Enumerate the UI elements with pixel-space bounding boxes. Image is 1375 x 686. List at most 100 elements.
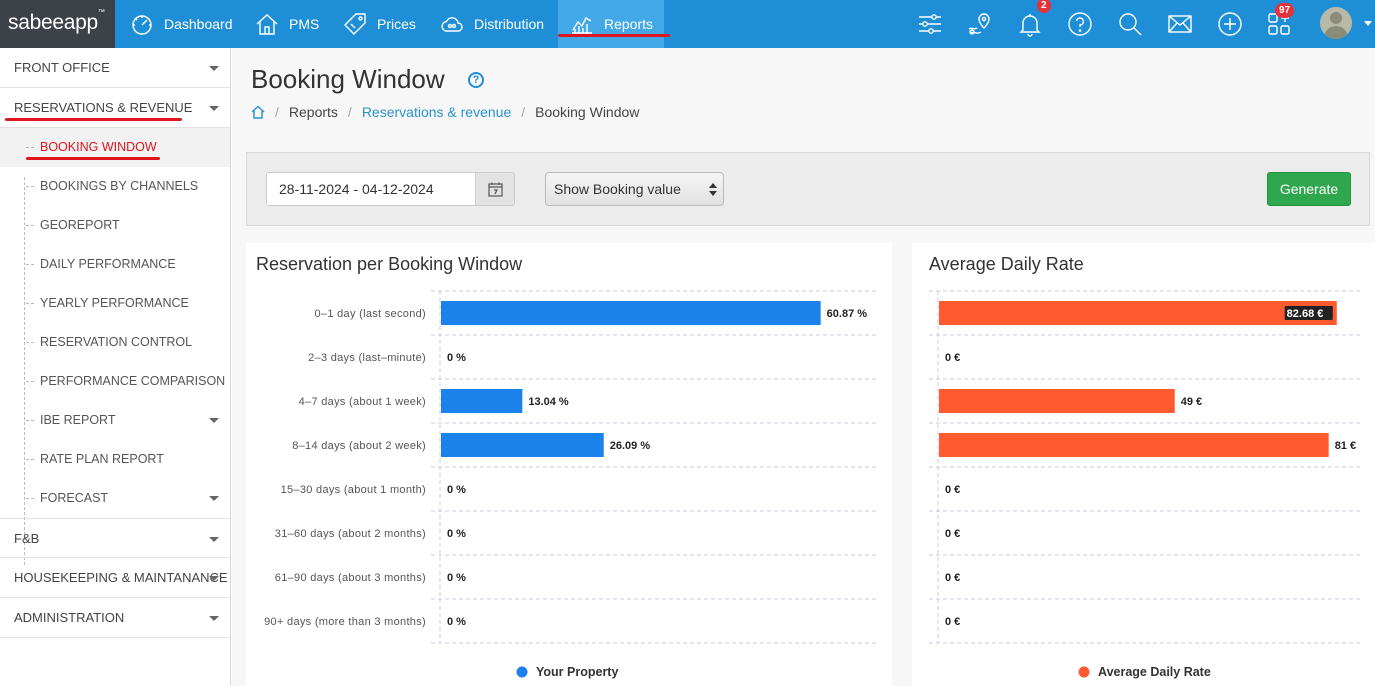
tree-branch [26, 381, 34, 382]
sidebar-item-booking-window[interactable]: BOOKING WINDOW [0, 128, 230, 167]
sidebar-section-administration[interactable]: ADMINISTRATION [0, 598, 230, 638]
reservations-red-underline [5, 118, 182, 121]
chart-title: Reservation per Booking Window [256, 254, 523, 274]
value-label: 0 % [447, 352, 466, 364]
chart-title: Average Daily Rate [929, 254, 1084, 274]
booking-value-select[interactable]: Show Booking value [545, 172, 724, 206]
sidebar-item-forecast[interactable]: FORECAST [0, 479, 230, 518]
apps-add-icon [1268, 13, 1290, 35]
main-content: Booking Window ? / Reports / Reservation… [232, 48, 1375, 686]
sidebar-item-yearly-performance[interactable]: YEARLY PERFORMANCE [0, 284, 230, 323]
nav-pms[interactable]: PMS [255, 0, 319, 48]
breadcrumb-reservations-revenue[interactable]: Reservations & revenue [361, 104, 512, 120]
sidebar-item-bookings-by-channels[interactable]: BOOKINGS BY CHANNELS [0, 167, 230, 206]
tree-branch [26, 225, 34, 226]
messages-button[interactable] [1167, 11, 1193, 37]
legend-label[interactable]: Average Daily Rate [1098, 665, 1211, 679]
value-label: 26.09 % [610, 440, 651, 452]
bar[interactable] [939, 433, 1329, 457]
bar[interactable] [441, 301, 821, 325]
booking-window-red-underline [26, 157, 160, 160]
sidebar-item-label: RATE PLAN REPORT [40, 452, 164, 466]
home-icon[interactable] [251, 105, 265, 119]
notifications-button[interactable] [1017, 11, 1043, 37]
search-button[interactable] [1117, 11, 1143, 37]
logo-text: sabeeapp [8, 11, 98, 34]
cloud-icon [441, 17, 463, 32]
select-arrows-icon [709, 183, 717, 197]
value-label: 60.87 % [827, 308, 868, 320]
help-button[interactable] [1067, 11, 1093, 37]
bar[interactable] [441, 389, 523, 413]
sidebar-section-reservations-revenue[interactable]: RESERVATIONS & REVENUE [0, 88, 230, 128]
notifications-badge: 2 [1037, 0, 1051, 13]
value-label: 0 € [945, 528, 960, 540]
add-button[interactable] [1217, 11, 1243, 37]
help-icon[interactable]: ? [468, 72, 484, 88]
select-value: Show Booking value [554, 181, 681, 197]
chevron-down-icon [209, 496, 219, 501]
sidebar-item-label: BOOKINGS BY CHANNELS [40, 179, 199, 193]
dashboard-gauge-icon [132, 15, 152, 35]
sidebar-item-reservation-control[interactable]: RESERVATION CONTROL [0, 323, 230, 362]
nav-reports[interactable]: Reports [558, 0, 664, 48]
sidebar-section-housekeeping[interactable]: HOUSEKEEPING & MAINTANANCE [0, 558, 230, 598]
sidebar-section-fnb[interactable]: F&B [0, 518, 230, 558]
reservation-bar-chart: 0–1 day (last second) 60.87 % 2–3 days (la… [264, 290, 878, 679]
location-pin-icon [968, 13, 990, 35]
location-button[interactable] [967, 11, 993, 37]
filter-panel: 28-11-2024 - 04-12-2024 Show Booking val… [246, 152, 1370, 226]
nav-distribution-label: Distribution [474, 16, 545, 32]
help-icon [1068, 12, 1092, 36]
sidebar-item-label: RESERVATION CONTROL [40, 335, 193, 349]
nav-prices[interactable]: Prices [343, 0, 416, 48]
app-logo[interactable]: sabeeapp™ [0, 0, 115, 48]
category-label: 4–7 days (about 1 week) [299, 396, 426, 408]
sidebar-item-daily-performance[interactable]: DAILY PERFORMANCE [0, 245, 230, 284]
category-label: 0–1 day (last second) [315, 308, 426, 320]
sidebar-item-ibe-report[interactable]: IBE REPORT [0, 401, 230, 440]
sidebar-item-label: PERFORMANCE COMPARISON [40, 374, 226, 388]
value-label: 0 % [447, 528, 466, 540]
adr-chart-panel: Average Daily Rate 82.68 € 0 € 49 € 81 € 0 €… [912, 243, 1375, 686]
top-navigation-bar: sabeeapp™ Dashboard PMS Prices Distribut… [0, 0, 1375, 48]
user-avatar[interactable] [1320, 7, 1352, 39]
calendar-button[interactable] [475, 172, 515, 206]
settings-sliders-button[interactable] [917, 11, 943, 37]
value-label: 0 € [945, 572, 960, 584]
sidebar-item-performance-comparison[interactable]: PERFORMANCE COMPARISON [0, 362, 230, 401]
nav-dashboard[interactable]: Dashboard [130, 0, 233, 48]
chart-icon [572, 17, 592, 34]
sidebar-item-label: GEOREPORT [40, 218, 120, 232]
chevron-down-icon [209, 537, 219, 542]
search-icon [1119, 13, 1142, 36]
reservation-chart-panel: Reservation per Booking Window 0–1 day (… [246, 243, 892, 686]
sidebar-section-label: HOUSEKEEPING & MAINTANANCE [14, 570, 228, 585]
value-label: 0 € [945, 484, 960, 496]
sidebar-section-label: RESERVATIONS & REVENUE [14, 100, 193, 115]
nav-distribution[interactable]: Distribution [440, 0, 544, 48]
bar[interactable] [939, 301, 1337, 325]
apps-button[interactable] [1266, 11, 1292, 37]
nav-dashboard-label: Dashboard [164, 16, 233, 32]
user-menu-chevron-down-icon[interactable] [1364, 21, 1372, 26]
sidebar-section-front-office[interactable]: FRONT OFFICE [0, 48, 230, 88]
page-title: Booking Window [251, 64, 445, 94]
breadcrumb-separator: / [347, 104, 352, 120]
value-label: 13.04 % [528, 396, 569, 408]
sidebar-item-label: YEARLY PERFORMANCE [40, 296, 189, 310]
tree-branch [26, 342, 34, 343]
breadcrumb-separator: / [521, 104, 526, 120]
bar[interactable] [939, 389, 1175, 413]
date-range-input[interactable]: 28-11-2024 - 04-12-2024 [266, 172, 476, 206]
sliders-icon [919, 14, 941, 34]
legend-label[interactable]: Your Property [536, 665, 618, 679]
sidebar-item-georeport[interactable]: GEOREPORT [0, 206, 230, 245]
generate-button[interactable]: Generate [1267, 172, 1351, 206]
sidebar-item-rate-plan-report[interactable]: RATE PLAN REPORT [0, 440, 230, 479]
bar[interactable] [441, 433, 604, 457]
breadcrumb-reports[interactable]: Reports [288, 104, 338, 120]
chevron-down-icon [209, 616, 219, 621]
reports-red-underline [558, 34, 670, 37]
add-icon [1218, 12, 1242, 36]
